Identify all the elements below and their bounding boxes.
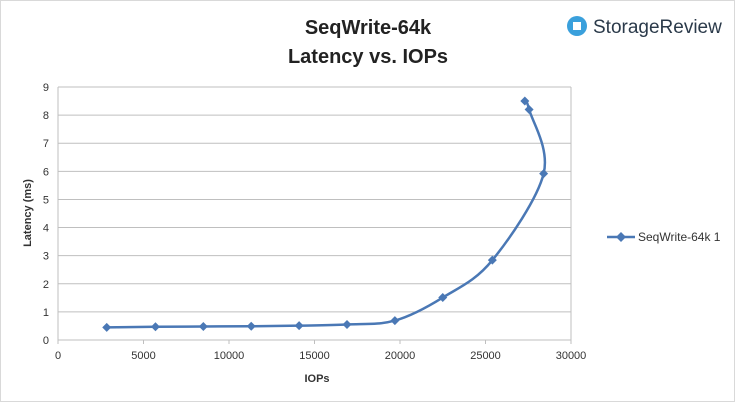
data-point — [150, 322, 160, 332]
y-tick-label: 4 — [43, 223, 49, 235]
chart-title-line-2: Latency vs. IOPs — [288, 46, 448, 68]
legend-marker — [616, 232, 626, 242]
storagereview-logo: StorageReview — [567, 16, 722, 38]
y-tick-label: 3 — [43, 251, 49, 263]
series-line — [106, 99, 547, 329]
legend-label: SeqWrite-64k 1 — [638, 230, 721, 244]
axes — [57, 87, 572, 344]
logo-text: StorageReview — [593, 17, 722, 38]
y-tick-label: 1 — [43, 307, 49, 319]
y-tick-labels: 0 1 2 3 4 5 6 7 8 9 — [43, 82, 49, 347]
data-point — [342, 320, 352, 330]
storagereview-logo-icon — [567, 16, 587, 36]
data-point — [520, 96, 530, 106]
y-tick-label: 2 — [43, 279, 49, 291]
y-tick-label: 9 — [43, 82, 49, 94]
x-tick-label: 10000 — [214, 350, 245, 362]
data-point — [198, 322, 208, 332]
x-tick-label: 15000 — [299, 350, 330, 362]
x-tick-label: 0 — [55, 350, 61, 362]
legend: SeqWrite-64k 1 — [607, 230, 721, 244]
data-point — [246, 321, 256, 331]
data-point — [539, 169, 549, 179]
data-point — [438, 293, 448, 303]
x-tick-label: 5000 — [131, 350, 155, 362]
y-tick-label: 6 — [43, 166, 49, 178]
chart-title-line-1: SeqWrite-64k — [305, 17, 432, 39]
x-tick-label: 30000 — [556, 350, 587, 362]
data-point — [390, 316, 400, 326]
y-tick-label: 5 — [43, 194, 49, 206]
data-point — [294, 321, 304, 331]
x-tick-label: 20000 — [385, 350, 416, 362]
y-tick-label: 0 — [43, 335, 49, 347]
gridlines — [58, 86, 571, 313]
y-axis-label: Latency (ms) — [22, 179, 34, 247]
y-tick-label: 7 — [43, 138, 49, 150]
data-point — [102, 322, 112, 332]
x-tick-labels: 0 5000 10000 15000 20000 25000 30000 — [55, 350, 586, 362]
data-point — [487, 255, 497, 265]
y-tick-label: 8 — [43, 110, 49, 122]
x-tick-label: 25000 — [470, 350, 501, 362]
x-axis-label: IOPs — [304, 373, 329, 385]
data-point — [524, 104, 534, 114]
series-layer — [102, 96, 549, 332]
